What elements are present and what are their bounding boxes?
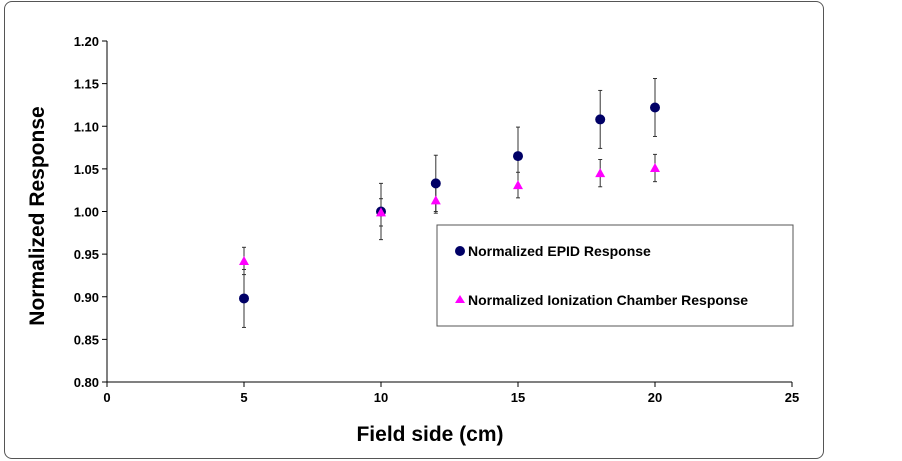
legend-box [436,224,794,327]
epid-data-point [595,114,606,125]
x-tick-label: 15 [511,390,525,405]
y-tick-label: 1.15 [74,77,99,92]
x-tick-label: 5 [240,390,247,405]
y-tick-label: 0.80 [74,375,99,390]
x-tick-label: 25 [785,390,799,405]
legend-circle-marker [455,246,465,256]
ion-chamber-data-point [513,180,523,190]
ion-chamber-data-point [239,255,249,265]
x-tick-label: 20 [648,390,662,405]
y-tick-label: 1.20 [74,34,99,49]
y-tick-label: 0.85 [74,332,99,347]
ion-chamber-data-point [650,163,660,173]
y-tick-label: 1.10 [74,119,99,134]
chart-frame [4,1,824,459]
legend-triangle-marker [455,295,465,303]
ion-chamber-data-point [376,207,386,217]
ion-chamber-data-point [595,168,606,178]
epid-data-point [513,151,523,162]
x-axis-label: Field side (cm) [356,423,503,446]
x-tick-label: 0 [103,390,110,405]
ion-chamber-data-point [430,195,441,205]
x-tick-label: 10 [374,390,388,405]
legend-label-epid: Normalized EPID Response [468,243,651,259]
y-tick-label: 1.05 [74,162,99,177]
y-tick-label: 0.95 [74,247,99,262]
legend: Normalized EPID Response Normalized Ioni… [436,224,794,327]
epid-data-point [430,178,441,189]
epid-data-point [650,102,660,113]
y-axis-label: Normalized Response [26,106,49,325]
y-tick-label: 0.90 [74,290,99,305]
epid-data-point [239,293,249,304]
legend-label-ion-chamber: Normalized Ionization Chamber Response [468,292,748,308]
y-tick-label: 1.00 [74,205,99,220]
